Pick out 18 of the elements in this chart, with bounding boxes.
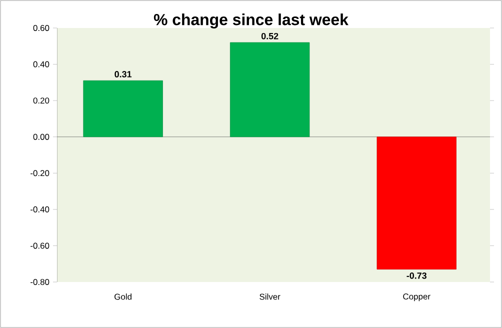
y-tick-label: -0.20 [30, 170, 50, 176]
bar [376, 136, 456, 270]
y-tick-label: -0.80 [30, 279, 50, 285]
y-tick-label: -0.60 [30, 242, 50, 249]
bar [83, 80, 163, 138]
y-tick-label: 0.40 [33, 61, 50, 68]
y-tick-label: -0.40 [30, 206, 50, 212]
chart-title: % change since last week [154, 14, 348, 28]
data-label: -0.73 [406, 272, 426, 279]
data-label: 0.31 [114, 71, 132, 78]
y-tick-label: 0.60 [33, 25, 50, 31]
x-tick-label: Copper [403, 294, 430, 302]
data-label: 0.52 [261, 32, 278, 40]
x-tick-label: Gold [114, 294, 132, 300]
x-tick-label: Silver [260, 294, 280, 300]
bar [230, 42, 310, 138]
y-tick-label: 0.20 [33, 98, 50, 104]
y-tick-label: 0.00 [33, 134, 50, 140]
